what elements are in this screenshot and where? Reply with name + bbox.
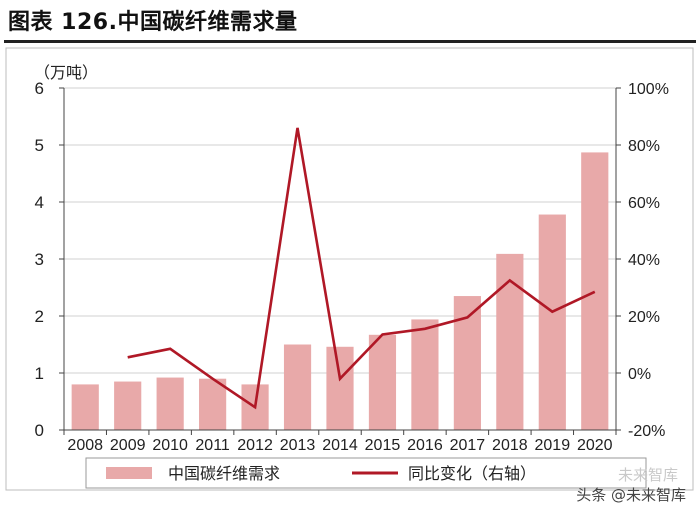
y-right-tick-label: 60%	[628, 195, 660, 212]
watermark-ghost: 未来智库	[617, 466, 678, 484]
y-right-tick-label: 40%	[628, 252, 660, 269]
x-tick-label: 2011	[195, 437, 230, 454]
axes	[59, 87, 621, 435]
y-left-tick-label: 3	[35, 250, 44, 269]
bar	[368, 334, 397, 430]
y-left-tick-label: 6	[35, 79, 44, 98]
x-tick-label: 2010	[152, 437, 188, 454]
y-right-tick-label: 0%	[628, 366, 651, 383]
y-right-tick-label: 100%	[628, 81, 669, 98]
x-tick-label: 2017	[450, 437, 486, 454]
bar	[71, 384, 99, 430]
bar	[156, 377, 184, 430]
bar	[411, 319, 439, 430]
bar	[326, 346, 354, 430]
bar	[581, 152, 609, 430]
yoy-change-line	[127, 127, 596, 410]
y-right-tick-label: -20%	[628, 423, 665, 440]
x-tick-label: 2015	[365, 437, 401, 454]
y-left-tick-label: 2	[35, 307, 44, 326]
bar-series	[71, 152, 609, 430]
chart-border	[5, 47, 694, 491]
y-left-unit-label: （万吨）	[34, 64, 98, 82]
legend-bar-swatch	[106, 467, 152, 479]
x-tick-label: 2016	[407, 437, 443, 454]
gridlines	[64, 87, 616, 374]
x-tick-label: 2019	[535, 437, 571, 454]
y-left-tick-label: 4	[35, 193, 44, 212]
bar	[114, 381, 142, 430]
line-series	[127, 127, 596, 410]
x-tick-label: 2009	[110, 437, 146, 454]
y-left-tick-label: 5	[35, 136, 44, 155]
watermark: 头条 @未来智库	[576, 486, 686, 504]
legend-line-label: 同比变化（右轴）	[408, 465, 536, 483]
x-tick-label: 2020	[577, 437, 613, 454]
x-tick-label: 2013	[280, 437, 316, 454]
bar	[538, 214, 566, 430]
title-underline	[4, 40, 696, 43]
bar	[496, 253, 524, 430]
chart-title: 图表 126.中国碳纤维需求量	[8, 10, 298, 35]
x-tick-label: 2012	[237, 437, 273, 454]
y-right-tick-label: 20%	[628, 309, 660, 326]
bar	[199, 378, 227, 430]
y-left-tick-label: 0	[35, 421, 44, 440]
bar	[283, 344, 312, 430]
x-tick-label: 2014	[322, 437, 358, 454]
y-right-tick-label: 80%	[628, 138, 660, 155]
legend-bar-label: 中国碳纤维需求	[168, 465, 280, 483]
x-tick-label: 2018	[492, 437, 528, 454]
y-left-tick-label: 1	[35, 364, 44, 383]
x-tick-label: 2008	[67, 437, 103, 454]
tick-labels: 0 1 2 3 4 5 6 -20% 0% 20% 40% 60% 80% 100% 2008 2009 201…	[35, 79, 669, 454]
